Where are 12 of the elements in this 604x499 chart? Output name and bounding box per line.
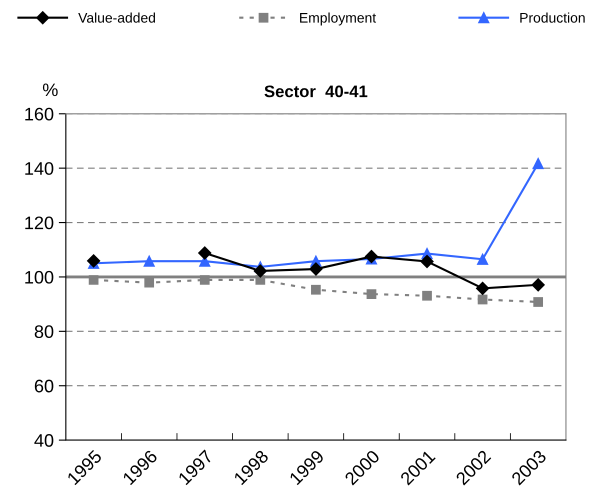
y-tick-label: 80 (34, 325, 54, 338)
legend-label: Value-added (78, 12, 155, 23)
legend-label: Production (520, 12, 585, 23)
y-tick-label: 40 (34, 434, 54, 447)
y-axis-title: % (42, 84, 58, 96)
chart-title: Sector 40-41 (264, 85, 368, 98)
y-tick-label: 120 (25, 216, 54, 230)
y-tick-label: 60 (34, 380, 54, 392)
legend-label: Employment (300, 12, 376, 26)
y-tick-label: 100 (25, 270, 54, 284)
y-tick-label: 140 (25, 162, 54, 175)
y-tick-label: 160 (25, 108, 54, 120)
